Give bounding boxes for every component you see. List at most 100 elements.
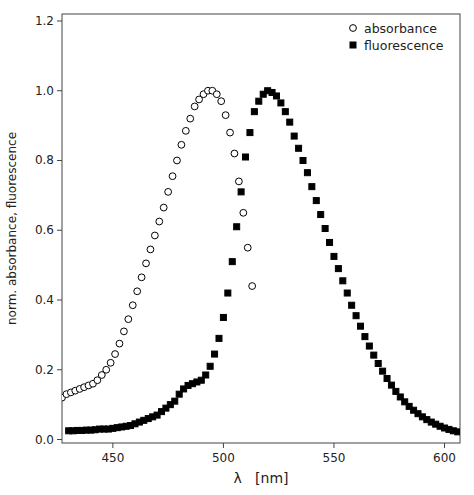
point [203, 372, 209, 378]
point [138, 274, 145, 281]
point [218, 98, 225, 105]
point [207, 363, 213, 369]
point [231, 150, 238, 157]
point [313, 198, 319, 204]
point [222, 112, 229, 119]
point [249, 283, 256, 290]
x-tick-label: 550 [323, 451, 346, 465]
y-tick-label: 0.2 [35, 363, 54, 377]
y-tick [57, 20, 62, 21]
point [216, 335, 222, 341]
data-points [62, 87, 460, 435]
point [291, 133, 297, 139]
point [174, 157, 181, 164]
y-tick [57, 160, 62, 161]
point [107, 359, 114, 366]
point [103, 366, 110, 373]
point [282, 109, 288, 115]
point [243, 154, 249, 160]
point [169, 173, 176, 180]
point [134, 288, 141, 295]
y-tick [57, 230, 62, 231]
y-tick-label: 0.0 [35, 433, 54, 447]
point [229, 259, 235, 265]
point [156, 218, 163, 225]
point [344, 290, 350, 296]
point [172, 398, 178, 404]
point [151, 232, 158, 239]
x-axis-label: λ [nm] [233, 470, 288, 486]
plot-frame [62, 14, 460, 443]
point [235, 178, 242, 185]
legend: absorbancefluorescence [350, 21, 444, 53]
x-tick [223, 443, 224, 448]
point [380, 368, 386, 374]
x-tick [333, 443, 334, 448]
series-1 [66, 88, 460, 435]
legend-symbol [350, 25, 357, 32]
legend-label: absorbance [364, 21, 437, 36]
point [191, 103, 198, 110]
axes: 4505005506000.00.20.40.60.81.01.2 [35, 14, 456, 465]
point [388, 382, 394, 388]
chart: 4505005506000.00.20.40.60.81.01.2λ [nm]n… [0, 0, 474, 495]
x-tick [444, 443, 445, 448]
point [296, 145, 302, 151]
point [143, 260, 150, 267]
point [327, 239, 333, 245]
y-tick-label: 0.8 [35, 153, 54, 167]
point [335, 266, 341, 272]
point [165, 188, 172, 195]
point [238, 189, 244, 195]
point [225, 290, 231, 296]
series-0 [62, 87, 256, 401]
point [309, 184, 315, 190]
point [234, 224, 240, 230]
point [147, 246, 154, 253]
point [178, 141, 185, 148]
point [112, 351, 119, 358]
x-tick-label: 450 [101, 451, 124, 465]
point [121, 328, 128, 335]
point [160, 204, 167, 211]
point [287, 119, 293, 125]
y-tick-label: 0.4 [35, 293, 54, 307]
y-tick [57, 369, 62, 370]
x-tick [112, 443, 113, 448]
point [125, 316, 132, 323]
point [273, 93, 279, 99]
point [455, 429, 460, 435]
y-tick [57, 439, 62, 440]
point [300, 157, 306, 163]
y-axis-label: norm. absorbance, fluorescence [5, 132, 19, 325]
point [366, 343, 372, 349]
point [304, 170, 310, 176]
point [213, 91, 220, 98]
y-tick-label: 0.6 [35, 223, 54, 237]
point [358, 323, 364, 329]
point [182, 127, 189, 134]
point [340, 278, 346, 284]
point [322, 226, 328, 232]
y-tick-label: 1.0 [35, 84, 54, 98]
point [247, 130, 253, 136]
y-tick-label: 1.2 [35, 14, 54, 28]
point [187, 115, 194, 122]
point [212, 351, 218, 357]
point [240, 209, 247, 216]
point [244, 244, 251, 251]
y-tick [57, 300, 62, 301]
point [371, 352, 377, 358]
point [353, 313, 359, 319]
point [318, 212, 324, 218]
point [220, 314, 226, 320]
point [227, 129, 234, 136]
point [251, 109, 257, 115]
point [362, 334, 368, 340]
legend-symbol [350, 42, 356, 48]
point [278, 100, 284, 106]
x-tick-label: 500 [212, 451, 235, 465]
point [256, 98, 262, 104]
point [375, 360, 381, 366]
point [384, 375, 390, 381]
